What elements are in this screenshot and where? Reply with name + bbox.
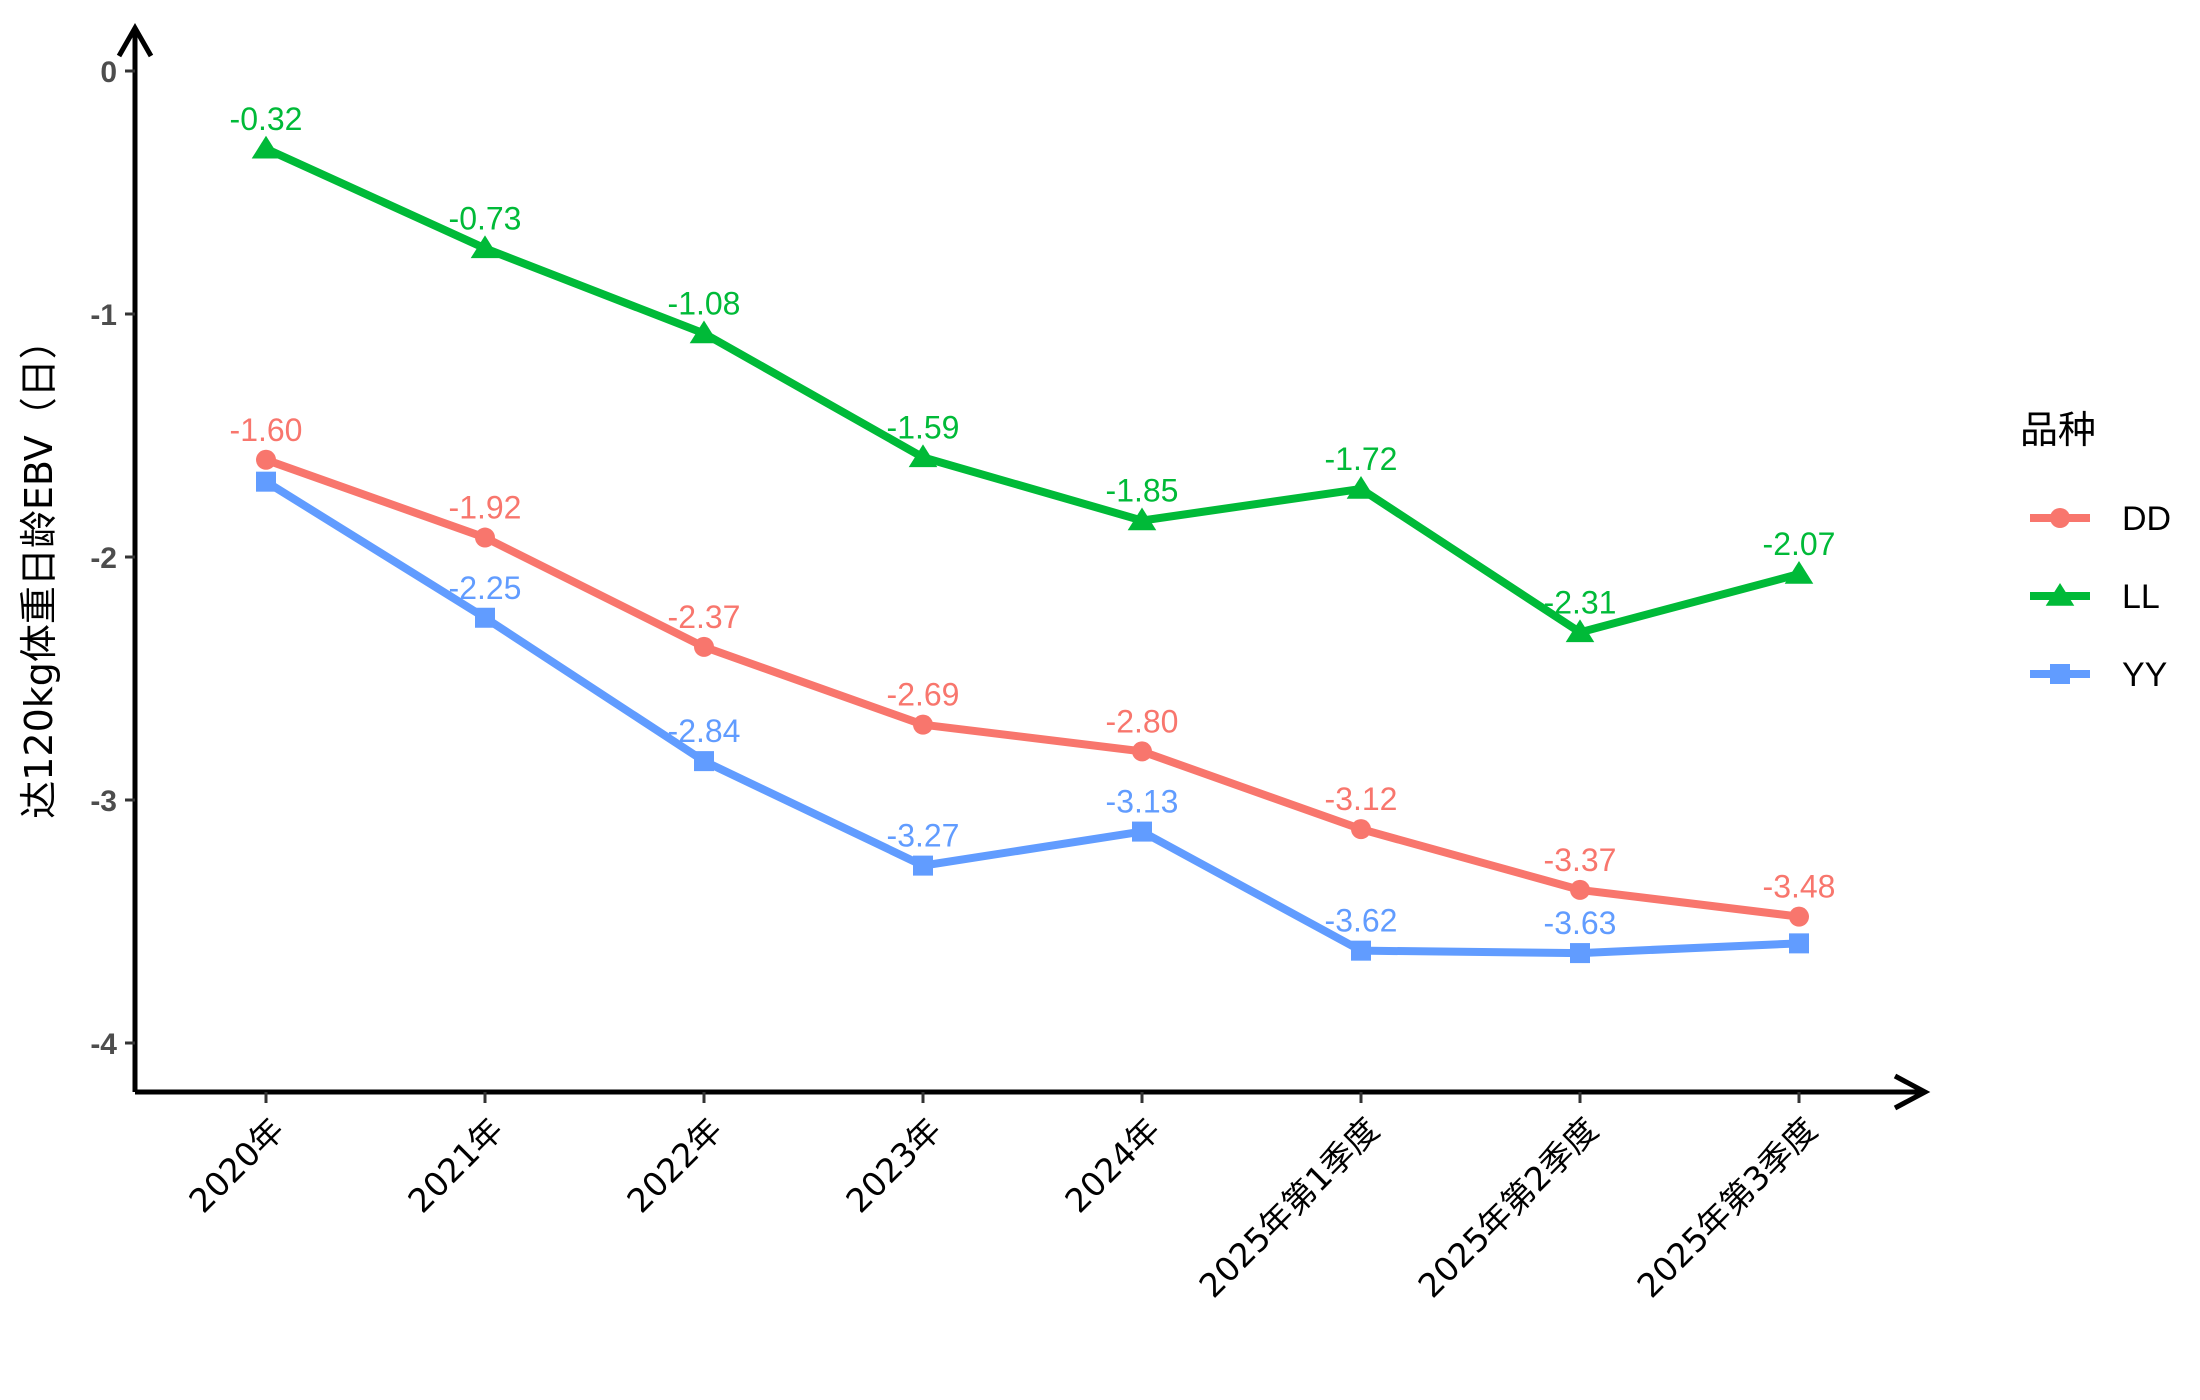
x-tick-label: 2020年 — [181, 1110, 291, 1220]
data-label: -3.62 — [1325, 903, 1398, 939]
data-label: -3.12 — [1325, 781, 1398, 817]
data-label: -1.92 — [449, 490, 522, 526]
legend: 品种 DD LL YY — [2020, 408, 2171, 694]
x-tick-label: 2023年 — [838, 1110, 948, 1220]
x-tick-label: 2024年 — [1057, 1110, 1167, 1220]
data-point — [908, 444, 938, 468]
x-axis-arrow — [1893, 1073, 1931, 1111]
data-point — [913, 714, 933, 735]
y-tick-label: -1 — [90, 299, 117, 332]
data-label: -3.37 — [1544, 842, 1617, 878]
y-tick-label: -3 — [90, 785, 117, 818]
x-tick-label: 2025年第3季度 — [1630, 1110, 1825, 1305]
legend-title: 品种 — [2020, 408, 2096, 452]
series-yy: -2.25 -2.84 -3.27 -3.13 -3.62 -3.63 — [256, 471, 1809, 964]
data-point — [1570, 879, 1590, 900]
data-label: -1.59 — [887, 409, 960, 445]
data-label: -2.69 — [887, 677, 960, 713]
data-label: -1.72 — [1325, 441, 1398, 477]
data-label: -2.84 — [668, 713, 741, 749]
data-label: -2.80 — [1106, 703, 1179, 739]
y-tick-label: -2 — [90, 542, 117, 575]
legend-label: LL — [2122, 578, 2160, 616]
x-axis-ticks: 2020年 2021年 2022年 2023年 2024年 2025年第1季度 2025年第… — [181, 1092, 1825, 1305]
data-point — [475, 607, 495, 628]
data-point — [1351, 940, 1371, 961]
data-point — [1132, 821, 1152, 842]
data-label: -2.31 — [1544, 584, 1617, 620]
legend-item-ll: LL — [2030, 578, 2160, 616]
y-tick-label: -4 — [90, 1028, 117, 1061]
y-axis-title: 达120kg体重日龄EBV（日） — [17, 321, 61, 819]
data-point — [1565, 619, 1595, 643]
y-tick-label: 0 — [100, 56, 117, 89]
data-label: -1.85 — [1106, 473, 1179, 509]
legend-key-marker — [2050, 664, 2070, 684]
legend-item-yy: YY — [2030, 656, 2167, 694]
data-point — [694, 636, 714, 657]
series-dd: -1.60 -1.92 -2.37 -2.69 -2.80 -3.12 -3.37 -3.48 — [230, 412, 1836, 927]
series-line — [262, 477, 1803, 958]
legend-label: DD — [2122, 500, 2171, 538]
x-tick-label: 2022年 — [619, 1110, 729, 1220]
axes: 达120kg体重日龄EBV（日） — [17, 22, 1931, 1111]
data-label: -0.73 — [449, 200, 522, 236]
data-label: -3.27 — [887, 818, 960, 854]
data-point — [475, 527, 495, 548]
data-label: -2.25 — [449, 570, 522, 606]
data-label: -3.13 — [1106, 784, 1179, 820]
series-line — [262, 144, 1803, 637]
legend-item-dd: DD — [2030, 500, 2171, 538]
data-point — [1127, 507, 1157, 531]
data-point — [1346, 475, 1376, 499]
data-point — [251, 135, 281, 159]
data-label: -3.63 — [1544, 905, 1617, 941]
data-point — [256, 471, 276, 492]
data-point — [256, 449, 276, 470]
data-point — [1132, 741, 1152, 762]
legend-key-marker — [2045, 583, 2075, 606]
data-label: -0.32 — [230, 101, 303, 137]
data-label: -3.48 — [1763, 869, 1836, 905]
data-point — [1789, 906, 1809, 927]
legend-key-marker — [2050, 508, 2070, 528]
y-axis-arrow — [116, 22, 154, 58]
y-axis-ticks: 0 -1 -2 -3 -4 — [90, 56, 135, 1061]
data-point — [694, 751, 714, 772]
data-point — [1784, 561, 1814, 584]
x-tick-label: 2025年第1季度 — [1192, 1110, 1387, 1305]
data-label: -2.37 — [668, 599, 741, 635]
x-tick-label: 2021年 — [400, 1110, 510, 1220]
data-label: -1.60 — [230, 412, 303, 448]
data-point — [689, 320, 719, 344]
data-point — [1570, 943, 1590, 964]
legend-label: YY — [2122, 656, 2167, 694]
series-layer: -1.60 -1.92 -2.37 -2.69 -2.80 -3.12 -3.37 -3.48… — [230, 101, 1836, 964]
series-ll: -0.32 -0.73 -1.08 -1.59 -1.85 -1.72 -2.31 -2.07 — [230, 101, 1836, 643]
data-point — [913, 855, 933, 876]
data-point — [1789, 933, 1809, 954]
series-line — [262, 455, 1803, 921]
data-point — [470, 235, 500, 259]
data-label: -1.08 — [668, 285, 741, 321]
data-label: -2.07 — [1763, 526, 1836, 562]
x-tick-label: 2025年第2季度 — [1411, 1110, 1606, 1305]
data-point — [1351, 819, 1371, 840]
